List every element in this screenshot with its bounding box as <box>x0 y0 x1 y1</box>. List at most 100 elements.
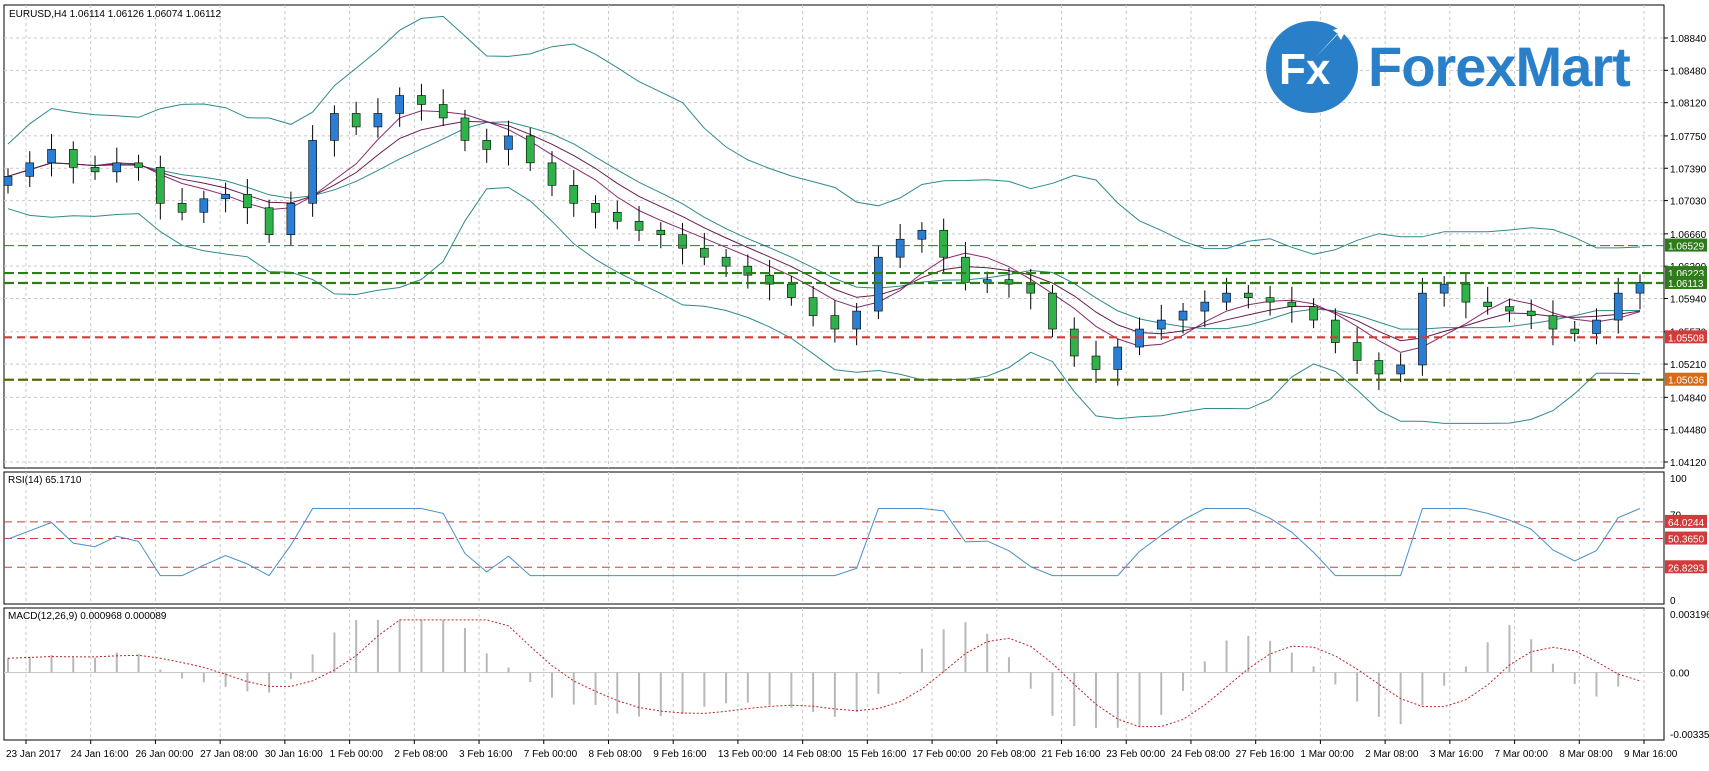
candle-body <box>112 162 122 173</box>
candle-body <box>1331 319 1340 343</box>
macd-signal-line <box>7 619 1641 728</box>
candle-body <box>1635 282 1645 294</box>
candle-body <box>330 113 339 141</box>
price-axis-label: 1.04840 <box>1670 393 1707 404</box>
bollinger-lower-band <box>7 186 1641 424</box>
rsi-level-tag <box>1665 531 1707 545</box>
candle-body <box>547 162 557 186</box>
forexmart-logo-icon: Fx <box>1266 21 1358 113</box>
candle-body <box>1200 301 1210 312</box>
symbol-header: EURUSD,H4 1.06114 1.06126 1.06074 1.0611… <box>9 9 221 20</box>
time-axis-label: 1 Feb 00:00 <box>330 749 384 760</box>
candle-body <box>221 194 230 200</box>
rsi-label: RSI(14) 65.1710 <box>8 475 82 486</box>
candle-body <box>1418 292 1427 366</box>
candle-body <box>1244 292 1253 298</box>
time-axis-label: 13 Feb 00:00 <box>718 749 777 760</box>
time-axis-label: 21 Feb 16:00 <box>1042 749 1101 760</box>
candle-body <box>852 310 861 330</box>
candle-body <box>482 140 492 150</box>
candle-body <box>656 229 666 236</box>
time-axis-label: 7 Feb 00:00 <box>524 749 578 760</box>
candle-body <box>721 256 731 267</box>
price-tag-label: 1.06223 <box>1668 269 1705 280</box>
price-axis-label: 1.04480 <box>1670 426 1707 437</box>
candle-body <box>939 229 948 258</box>
time-axis-label: 27 Jan 08:00 <box>200 749 258 760</box>
candle-body <box>1178 310 1188 321</box>
price-tag-label: 1.06529 <box>1668 242 1705 253</box>
candle-body <box>1548 315 1558 330</box>
time-axis-label: 24 Feb 08:00 <box>1171 749 1230 760</box>
rsi-axis-label: 100 <box>1670 474 1687 485</box>
candle-body <box>395 95 404 114</box>
candle-body <box>1309 306 1318 321</box>
candle-body <box>47 149 56 164</box>
time-axis-label: 8 Mar 08:00 <box>1559 749 1613 760</box>
candle-body <box>1505 306 1514 312</box>
candle-body <box>808 297 818 316</box>
candle-body <box>678 234 687 249</box>
candle-body <box>286 202 296 236</box>
candle-body <box>134 162 143 168</box>
candle-body <box>1461 283 1471 303</box>
price-tag-label: 1.05036 <box>1668 376 1705 387</box>
time-axis-label: 30 Jan 16:00 <box>265 749 323 760</box>
candle-body <box>569 185 579 204</box>
time-axis-label: 17 Feb 00:00 <box>912 749 971 760</box>
time-axis-label: 20 Feb 08:00 <box>977 749 1036 760</box>
candle-body <box>243 194 252 209</box>
candle-body <box>1069 328 1079 357</box>
price-tag <box>1665 372 1707 386</box>
price-axis-label: 1.05210 <box>1670 360 1707 371</box>
time-axis-label: 15 Feb 16:00 <box>847 749 906 760</box>
candle-body <box>1113 346 1123 370</box>
moving-average-fast <box>7 110 1641 353</box>
price-tag-label: 1.06113 <box>1668 279 1704 290</box>
candle-body <box>1592 319 1601 334</box>
forexmart-logo: Fx ForexMart <box>1263 18 1658 116</box>
main-panel-frame <box>3 4 1665 469</box>
logo-name: ForexMart <box>1368 35 1631 98</box>
macd-axis-label: -0.003354 <box>1670 730 1709 741</box>
candle-body <box>961 256 970 283</box>
rsi-level-label: 64.0244 <box>1668 518 1705 529</box>
time-axis-label: 23 Feb 00:00 <box>1106 749 1165 760</box>
candle-body <box>156 167 165 204</box>
candle-body <box>351 113 361 128</box>
macd-axis-label: 0.00 <box>1670 669 1690 680</box>
rsi-level-tag <box>1665 514 1707 528</box>
candle-body <box>1265 297 1275 303</box>
candle-body <box>264 207 274 236</box>
candle-body <box>1048 292 1057 330</box>
time-axis-label: 26 Jan 00:00 <box>135 749 193 760</box>
candle-body <box>1439 283 1449 294</box>
candle-body <box>1613 292 1623 321</box>
macd-panel-frame <box>3 607 1665 741</box>
time-axis-label: 3 Feb 16:00 <box>459 749 513 760</box>
candle-body <box>525 135 535 164</box>
candle-body <box>1396 364 1405 375</box>
price-axis-label: 1.07750 <box>1670 132 1707 143</box>
candle-body <box>1091 355 1101 370</box>
candle-body <box>874 256 883 312</box>
time-axis-label: 2 Mar 08:00 <box>1365 749 1419 760</box>
candlestick-series <box>3 83 1645 391</box>
time-axis-label: 24 Jan 16:00 <box>71 749 129 760</box>
candle-body <box>199 198 209 213</box>
candle-body <box>460 117 470 141</box>
candle-body <box>1026 283 1036 294</box>
candle-body <box>373 113 383 128</box>
candle-body <box>68 149 78 168</box>
candle-body <box>700 247 709 258</box>
time-axis-label: 8 Feb 08:00 <box>588 749 642 760</box>
bollinger-upper-band <box>7 15 1641 255</box>
price-tag-label: 1.05508 <box>1668 333 1705 344</box>
candle-body <box>25 162 35 177</box>
candle-body <box>177 202 187 213</box>
rsi-level-label: 26.8293 <box>1668 563 1705 574</box>
price-axis-label: 1.05940 <box>1670 295 1707 306</box>
rsi-line <box>7 508 1641 577</box>
